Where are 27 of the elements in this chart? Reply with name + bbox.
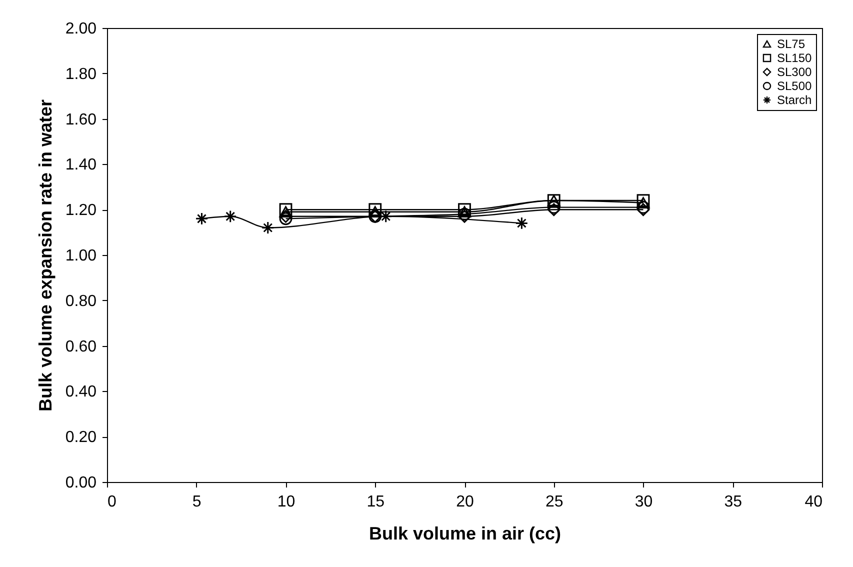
x-tick-label: 30 (634, 494, 653, 510)
legend-label: SL500 (777, 79, 812, 93)
x-tick-label: 25 (545, 494, 564, 510)
x-tick-label: 20 (456, 494, 474, 510)
y-tick-label: 1.20 (65, 202, 97, 220)
x-axis-title: Bulk volume in air (cc) (368, 524, 562, 544)
y-axis-title: Bulk volume expansion rate in water (35, 99, 56, 412)
y-tick-label: 1.60 (65, 111, 97, 128)
y-tick-label: 0.20 (65, 429, 97, 446)
legend-label: SL75 (777, 37, 806, 51)
legend-label: Starch (777, 93, 812, 107)
y-tick-label: 0.40 (65, 384, 97, 401)
legend-label: SL300 (777, 65, 812, 79)
y-tick-label: 2.00 (65, 20, 97, 38)
x-tick-label: 5 (192, 494, 202, 510)
x-tick-label: 0 (108, 494, 116, 510)
y-tick-label: 1.80 (65, 66, 97, 83)
y-tick-label: 1.40 (65, 156, 97, 174)
x-tick-label: 15 (366, 494, 385, 510)
y-tick-label: 0.60 (65, 338, 97, 356)
x-tick-label: 10 (277, 494, 296, 510)
y-tick-label: 1.00 (65, 248, 97, 264)
y-tick-label: 0.00 (65, 474, 97, 492)
x-tick-label: 35 (724, 494, 742, 510)
y-tick-label: 0.80 (65, 292, 97, 310)
x-tick-label: 40 (804, 494, 823, 510)
legend-label: SL150 (777, 51, 812, 65)
